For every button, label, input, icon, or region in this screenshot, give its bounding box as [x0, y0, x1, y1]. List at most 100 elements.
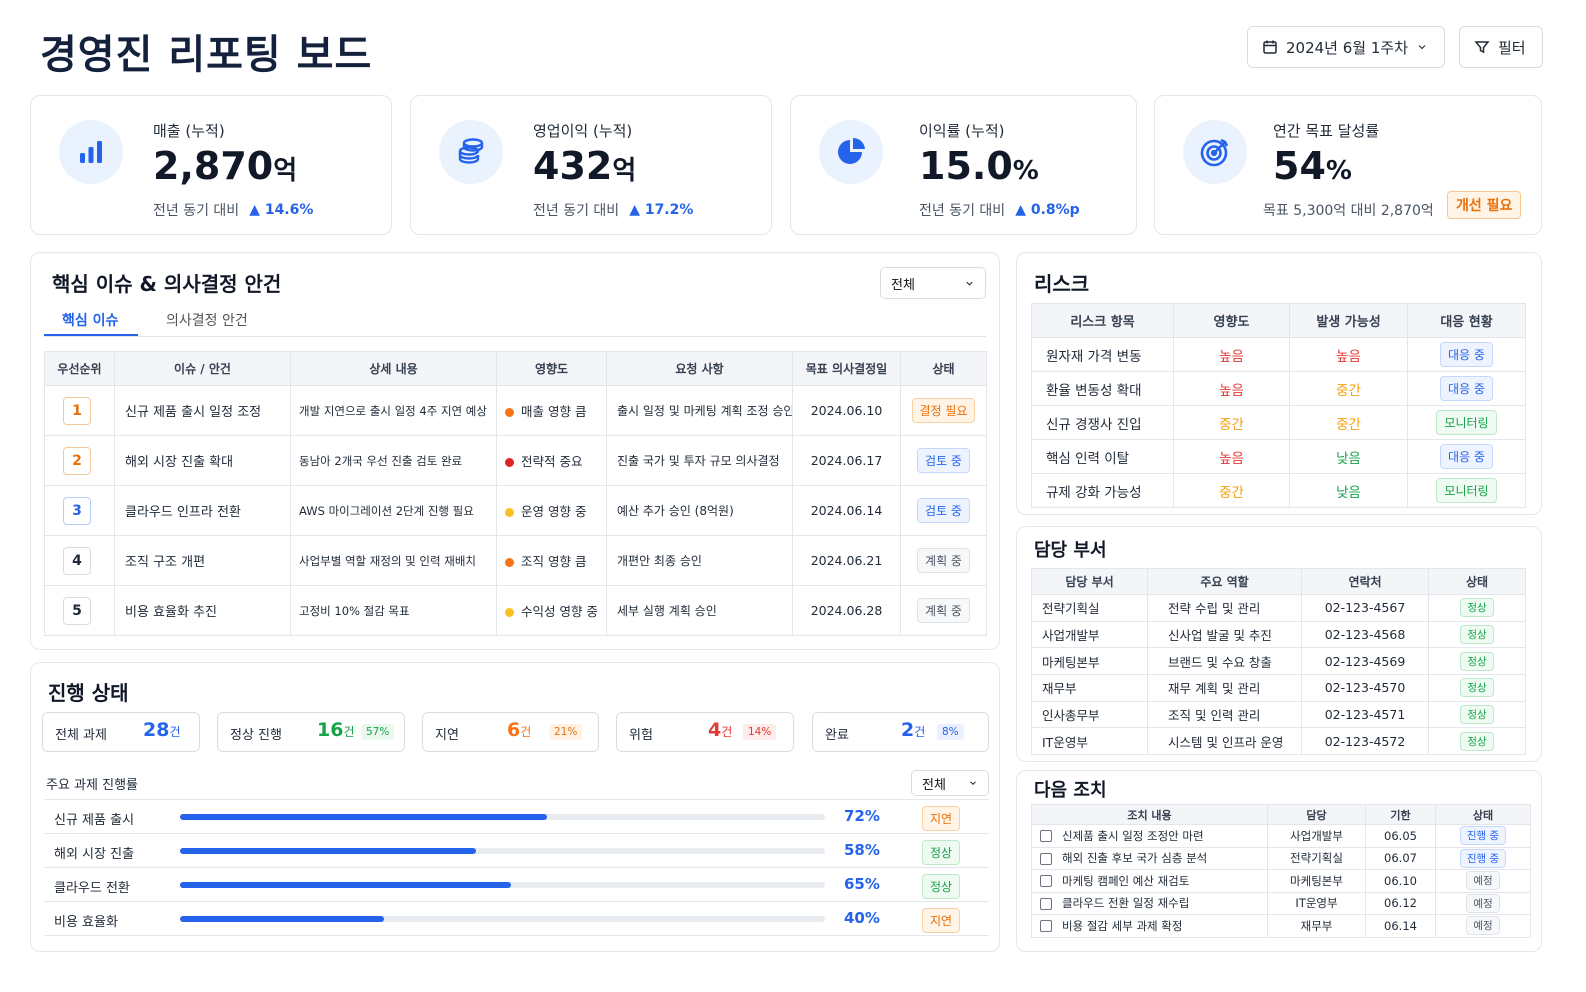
table-row[interactable]: 클라우드 전환 일정 재수립 IT운영부 06.12 예정	[1031, 891, 1531, 915]
status-badge: 계획 중	[917, 548, 970, 573]
status-badge: 정상	[922, 874, 961, 899]
risk-item: 규제 강화 가능성	[1031, 473, 1174, 508]
priority-badge: 1	[63, 396, 91, 425]
action-checkbox[interactable]	[1040, 920, 1052, 933]
table-row[interactable]: 인사총무부 조직 및 인력 관리 02-123-4571 정상	[1031, 700, 1526, 729]
progress-track	[180, 814, 825, 820]
kpi-compare: 전년 동기 대비 ▲ 0.8%p	[919, 202, 1080, 219]
table-row[interactable]: 환율 변동성 확대 높음 중간 대응 중	[1031, 371, 1526, 406]
action-owner: 사업개발부	[1267, 824, 1366, 848]
dept-name: IT운영부	[1031, 727, 1148, 756]
issue-detail: 사업부별 역할 재정의 및 인력 재배치	[290, 535, 497, 586]
dept-name: 마케팅본부	[1031, 647, 1148, 676]
task-percent: 65%	[844, 875, 880, 893]
col-header: 목표 의사결정일	[792, 351, 901, 386]
impact-dot	[505, 508, 514, 517]
status-badge: 지연	[922, 806, 961, 831]
progress-panel	[30, 662, 1000, 952]
table-row[interactable]: IT운영부 시스템 및 인프라 운영 02-123-4572 정상	[1031, 727, 1526, 756]
status-badge: 정상	[1460, 598, 1494, 618]
tab-decision-items[interactable]: 의사결정 안건	[166, 313, 248, 329]
table-row[interactable]: 핵심 인력 이탈 높음 낮음 대응 중	[1031, 439, 1526, 474]
col-header: 담당	[1267, 804, 1366, 825]
task-name: 해외 시장 진출	[54, 847, 135, 862]
risk-impact: 높음	[1173, 337, 1290, 372]
progress-filter-select[interactable]: 전체	[911, 770, 989, 796]
col-header: 조치 내용	[1031, 804, 1268, 825]
issue-detail: 동남아 2개국 우선 진출 검토 완료	[290, 435, 497, 486]
table-row[interactable]: 1 신규 제품 출시 일정 조정 개발 지연으로 출시 일정 4주 지연 예상 매출 …	[44, 385, 987, 436]
table-row[interactable]: 5 비용 효율화 추진 고정비 10% 절감 목표 수익성 영향 중 세부 실행 계획 …	[44, 585, 987, 636]
col-header: 기한	[1365, 804, 1436, 825]
task-percent: 72%	[844, 807, 880, 825]
issues-filter-select[interactable]: 전체	[880, 267, 986, 299]
kpi-delta: ▲ 14.6%	[249, 202, 314, 218]
priority-badge: 2	[63, 446, 91, 475]
table-row[interactable]: 원자재 가격 변동 높음 높음 대응 중	[1031, 337, 1526, 372]
impact: 운영 영향 중	[496, 485, 607, 536]
table-row[interactable]: 4 조직 구조 개편 사업부별 역할 재정의 및 인력 재배치 조직 영향 큼 개편안 …	[44, 535, 987, 586]
progress-fill	[180, 848, 476, 854]
table-row[interactable]: 신규 경쟁사 진입 중간 중간 모니터링	[1031, 405, 1526, 440]
col-header: 담당 부서	[1031, 568, 1148, 595]
request: 예산 추가 승인 (8억원)	[606, 485, 793, 536]
action-checkbox[interactable]	[1040, 897, 1052, 910]
table-row[interactable]: 재무부 재무 계획 및 관리 02-123-4570 정상	[1031, 674, 1526, 702]
col-header: 요청 사항	[606, 351, 793, 386]
action-checkbox[interactable]	[1040, 875, 1052, 888]
dept-role: 시스템 및 인프라 운영	[1147, 727, 1302, 756]
status-badge: 모니터링	[1436, 410, 1497, 435]
status-badge: 계획 중	[917, 598, 970, 623]
target-date: 2024.06.17	[792, 435, 901, 486]
dept-role: 브랜드 및 수요 창출	[1147, 647, 1302, 676]
action-task: 클라우드 전환 일정 재수립	[1031, 891, 1268, 915]
kpi-value: 15.0%	[919, 144, 1039, 188]
target-date: 2024.06.10	[792, 385, 901, 436]
action-checkbox[interactable]	[1040, 830, 1052, 843]
progress-fill	[180, 882, 512, 888]
risk-item: 핵심 인력 이탈	[1031, 439, 1174, 474]
action-due: 06.12	[1365, 891, 1436, 915]
kpi-compare: 전년 동기 대비 ▲ 17.2%	[533, 202, 694, 219]
improvement-badge: 개선 필요	[1447, 191, 1522, 219]
table-row[interactable]: 마케팅본부 브랜드 및 수요 창출 02-123-4569 정상	[1031, 647, 1526, 676]
risk-table: 리스크 항목 영향도 발생 가능성 대응 현황 원자재 가격 변동 높음 높음 대응 …	[1031, 303, 1526, 508]
status-badge: 정상	[1460, 705, 1494, 725]
action-owner: 재무부	[1267, 914, 1366, 938]
action-checkbox[interactable]	[1040, 852, 1052, 865]
table-row[interactable]: 사업개발부 신사업 발굴 및 추진 02-123-4568 정상	[1031, 620, 1526, 649]
col-header: 주요 역할	[1147, 568, 1302, 595]
tab-core-issues[interactable]: 핵심 이슈	[62, 313, 119, 329]
status-badge: 정상	[1460, 678, 1494, 698]
table-row[interactable]: 마케팅 캠페인 예산 재검토 마케팅본부 06.10 예정	[1031, 869, 1531, 893]
table-row[interactable]: 신제품 출시 일정 조정안 마련 사업개발부 06.05 진행 중	[1031, 824, 1531, 848]
dept-contact: 02-123-4570	[1301, 674, 1429, 702]
dept-name: 인사총무부	[1031, 700, 1148, 729]
table-row[interactable]: 해외 진출 후보 국가 심층 분석 전략기획실 06.07 진행 중	[1031, 846, 1531, 870]
issue-name: 비용 효율화 추진	[114, 585, 291, 636]
period-selector[interactable]: 2024년 6월 1주차	[1247, 26, 1445, 68]
table-row[interactable]: 전략기획실 전략 수립 및 관리 02-123-4567 정상	[1031, 594, 1526, 622]
filter-button[interactable]: 필터	[1459, 26, 1543, 68]
action-task: 해외 진출 후보 국가 심층 분석	[1031, 846, 1268, 870]
chevron-down-icon	[970, 781, 976, 785]
target-date: 2024.06.28	[792, 585, 901, 636]
col-header: 영향도	[1173, 303, 1290, 338]
risk-likelihood: 중간	[1289, 405, 1408, 440]
risk-likelihood: 낮음	[1289, 439, 1408, 474]
table-row[interactable]: 규제 강화 가능성 중간 낮음 모니터링	[1031, 473, 1526, 508]
task-progress-row: 신규 제품 출시 72% 지연	[44, 800, 989, 834]
dept-contact: 02-123-4569	[1301, 647, 1429, 676]
kpi-label: 연간 목표 달성률	[1273, 122, 1380, 140]
table-row[interactable]: 2 해외 시장 진출 확대 동남아 2개국 우선 진출 검토 완료 전략적 중요 진출 …	[44, 435, 987, 486]
impact-dot	[505, 608, 514, 617]
status-badge: 예정	[1466, 871, 1500, 891]
actions-title: 다음 조치	[1034, 780, 1107, 801]
impact: 매출 영향 큼	[496, 385, 607, 436]
dept-role: 재무 계획 및 관리	[1147, 674, 1302, 702]
status-badge: 대응 중	[1440, 444, 1493, 469]
table-row[interactable]: 비용 절감 세부 과제 확정 재무부 06.14 예정	[1031, 914, 1531, 938]
kpi-card-margin: 이익률 (누적) 15.0% 전년 동기 대비 ▲ 0.8%p	[790, 95, 1137, 235]
